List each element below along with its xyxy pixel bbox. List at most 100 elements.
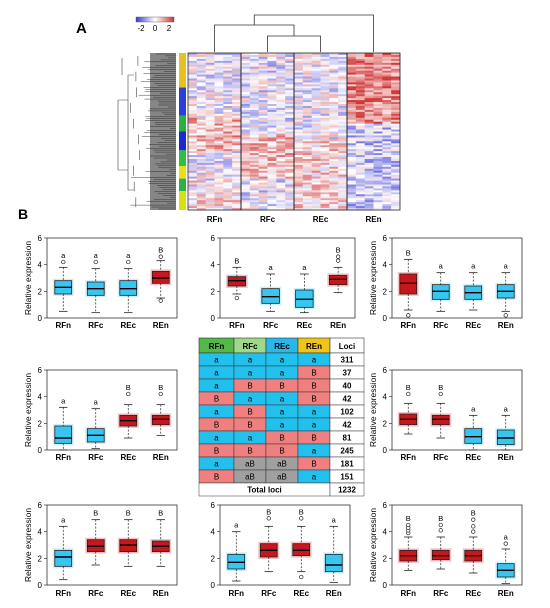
heatmap-cell	[205, 158, 215, 162]
heatmap-cell	[320, 208, 330, 211]
heatmap-cell	[232, 70, 242, 73]
heatmap-cell	[258, 56, 268, 60]
heatmap-cell	[347, 172, 357, 175]
heatmap-cell	[311, 198, 321, 201]
outlier-point	[61, 259, 66, 265]
heatmap-cell	[276, 66, 286, 69]
heatmap-cell	[294, 206, 304, 209]
row-dendrogram	[117, 53, 176, 210]
y-axis-label: Relative expression	[368, 241, 378, 315]
heatmap-cell	[241, 104, 251, 107]
heatmap-cell	[258, 123, 268, 126]
heatmap-cell	[241, 145, 251, 148]
heatmap-cell	[205, 147, 215, 150]
outlier-point	[438, 522, 443, 528]
heatmap-cell	[205, 90, 215, 93]
heatmap-cell	[347, 164, 357, 168]
heatmap-cell	[205, 102, 215, 105]
heatmap-cell	[294, 192, 304, 195]
heatmap-cell	[249, 202, 259, 205]
heatmap-cell	[364, 139, 374, 142]
heatmap-cell	[196, 174, 206, 177]
heatmap-cell	[302, 143, 312, 146]
heatmap-cell	[241, 98, 251, 101]
heatmap-cell	[258, 125, 268, 128]
heatmap-cell	[188, 64, 198, 68]
heatmap-cell	[267, 153, 277, 156]
heatmap-cell	[241, 180, 251, 183]
heatmap-cell	[329, 56, 339, 60]
heatmap-cell	[311, 172, 321, 175]
heatmap-cell	[267, 133, 277, 136]
heatmap-cell	[302, 196, 312, 199]
heatmap-cell	[267, 160, 277, 164]
heatmap-cell	[223, 113, 233, 117]
heatmap-cell	[364, 102, 374, 105]
heatmap-cell	[241, 68, 251, 71]
heatmap-cell	[338, 86, 348, 89]
heatmap-cell	[188, 107, 198, 111]
heatmap-cell	[294, 90, 304, 93]
heatmap-cell	[276, 170, 286, 174]
heatmap-cell	[338, 166, 348, 170]
heatmap-cell	[196, 111, 206, 115]
heatmap-cell	[223, 100, 233, 103]
heatmap-cell	[276, 135, 286, 138]
heatmap-cell	[347, 54, 357, 58]
heatmap-cell	[267, 64, 277, 68]
significance-letter: a	[302, 263, 307, 272]
heatmap-cell	[311, 72, 321, 75]
table-loci-value: 42	[343, 421, 352, 430]
heatmap-cell	[223, 90, 233, 93]
heatmap-cell	[249, 90, 259, 93]
heatmap-cell	[249, 92, 259, 95]
heatmap-cell	[249, 170, 259, 174]
heatmap-cell	[232, 72, 242, 75]
heatmap-cell	[364, 178, 374, 181]
heatmap-cell	[391, 70, 401, 73]
heatmap-cell	[241, 125, 251, 128]
heatmap-cell	[232, 127, 242, 130]
heatmap-cell	[241, 206, 251, 209]
heatmap-cell	[355, 131, 365, 134]
heatmap-cell	[294, 190, 304, 193]
heatmap-cell	[188, 192, 198, 195]
heatmap-cell	[364, 113, 374, 117]
heatmap-cell	[302, 166, 312, 170]
heatmap-cell	[214, 164, 224, 168]
heatmap-cell	[338, 151, 348, 154]
heatmap-cell	[241, 119, 251, 122]
heatmap-cell	[311, 90, 321, 93]
heatmap-cell	[214, 166, 224, 170]
heatmap-cell	[373, 196, 383, 199]
heatmap-cell	[294, 80, 304, 83]
heatmap-cell	[355, 121, 365, 124]
heatmap-cell	[391, 56, 401, 60]
heatmap-cell	[196, 107, 206, 111]
heatmap-cell	[347, 111, 357, 115]
heatmap-cell	[214, 66, 224, 69]
heatmap-cell	[294, 184, 304, 187]
heatmap-cell	[196, 194, 206, 197]
heatmap-cell	[249, 94, 259, 97]
heatmap-cell	[258, 141, 268, 144]
table-cell-text: a	[312, 447, 317, 456]
significance-letter: B	[406, 514, 411, 523]
heatmap-cell	[382, 172, 392, 175]
heatmap-cell	[294, 60, 304, 64]
heatmap-cell	[223, 117, 233, 121]
heatmap-cell	[249, 206, 259, 209]
heatmap-cell	[258, 98, 268, 101]
heatmap-cell	[232, 141, 242, 144]
heatmap-cell	[302, 188, 312, 191]
heatmap-cell	[373, 107, 383, 111]
heatmap-cell	[338, 147, 348, 150]
heatmap-cell	[294, 166, 304, 170]
heatmap-cell	[391, 54, 401, 58]
heatmap-cell	[249, 127, 259, 130]
heatmap-cell	[347, 121, 357, 124]
heatmap-cell	[311, 170, 321, 174]
heatmap-cell	[214, 58, 224, 62]
heatmap-cell	[223, 174, 233, 177]
heatmap-cell	[276, 157, 286, 160]
